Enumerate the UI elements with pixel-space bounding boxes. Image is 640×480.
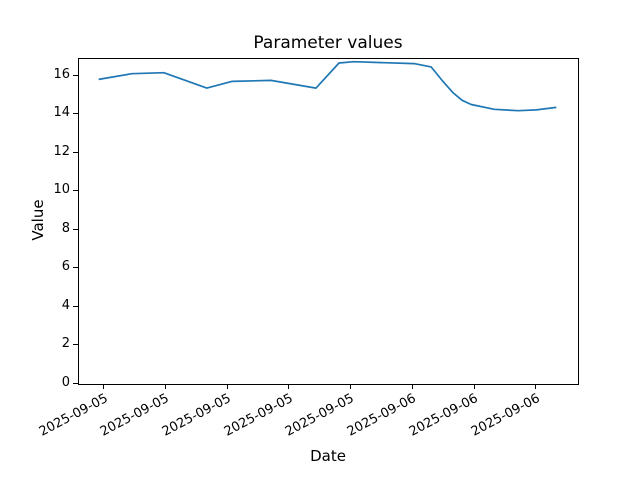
x-tick-label: 2025-09-05 (36, 391, 111, 440)
x-tick-mark (535, 384, 537, 389)
y-tick-label: 10 (53, 182, 70, 198)
x-tick-label: 2025-09-05 (221, 391, 296, 440)
y-tick-label: 8 (61, 220, 70, 236)
x-tick-mark (164, 384, 166, 389)
x-tick-label: 2025-09-05 (283, 391, 358, 440)
x-tick-mark (288, 384, 290, 389)
x-tick-label: 2025-09-06 (345, 391, 419, 440)
y-tick-label: 6 (61, 259, 70, 275)
x-tick-label: 2025-09-06 (406, 391, 481, 440)
y-tick-mark (73, 305, 78, 307)
y-tick-mark (73, 151, 78, 153)
chart-title: Parameter values (253, 33, 403, 53)
x-tick-mark (226, 384, 228, 389)
x-tick-mark (350, 384, 351, 389)
y-tick-mark (73, 267, 78, 269)
y-tick-label: 12 (53, 143, 70, 159)
y-tick-mark (73, 344, 78, 346)
x-tick-mark (411, 384, 413, 389)
y-tick-label: 4 (61, 297, 70, 313)
y-axis-label: Value (29, 199, 47, 241)
x-tick-label: 2025-09-05 (98, 391, 172, 440)
x-tick-mark (103, 384, 105, 389)
y-tick-label: 14 (53, 105, 70, 121)
x-axis-label: Date (310, 447, 346, 465)
y-tick-label: 2 (61, 336, 70, 352)
y-tick-mark (73, 190, 78, 192)
x-tick-label: 2025-09-06 (468, 391, 543, 440)
x-tick-label: 2025-09-05 (159, 391, 234, 440)
y-tick-label: 0 (61, 375, 70, 390)
y-tick-mark (73, 228, 78, 230)
plot-area (78, 58, 579, 385)
y-tick-mark (73, 113, 78, 115)
y-tick-label: 16 (53, 66, 70, 82)
x-tick-mark (473, 384, 475, 389)
series-line (98, 60, 557, 112)
y-tick-mark (73, 383, 78, 384)
y-tick-mark (73, 74, 78, 76)
data-line-svg (98, 60, 557, 112)
